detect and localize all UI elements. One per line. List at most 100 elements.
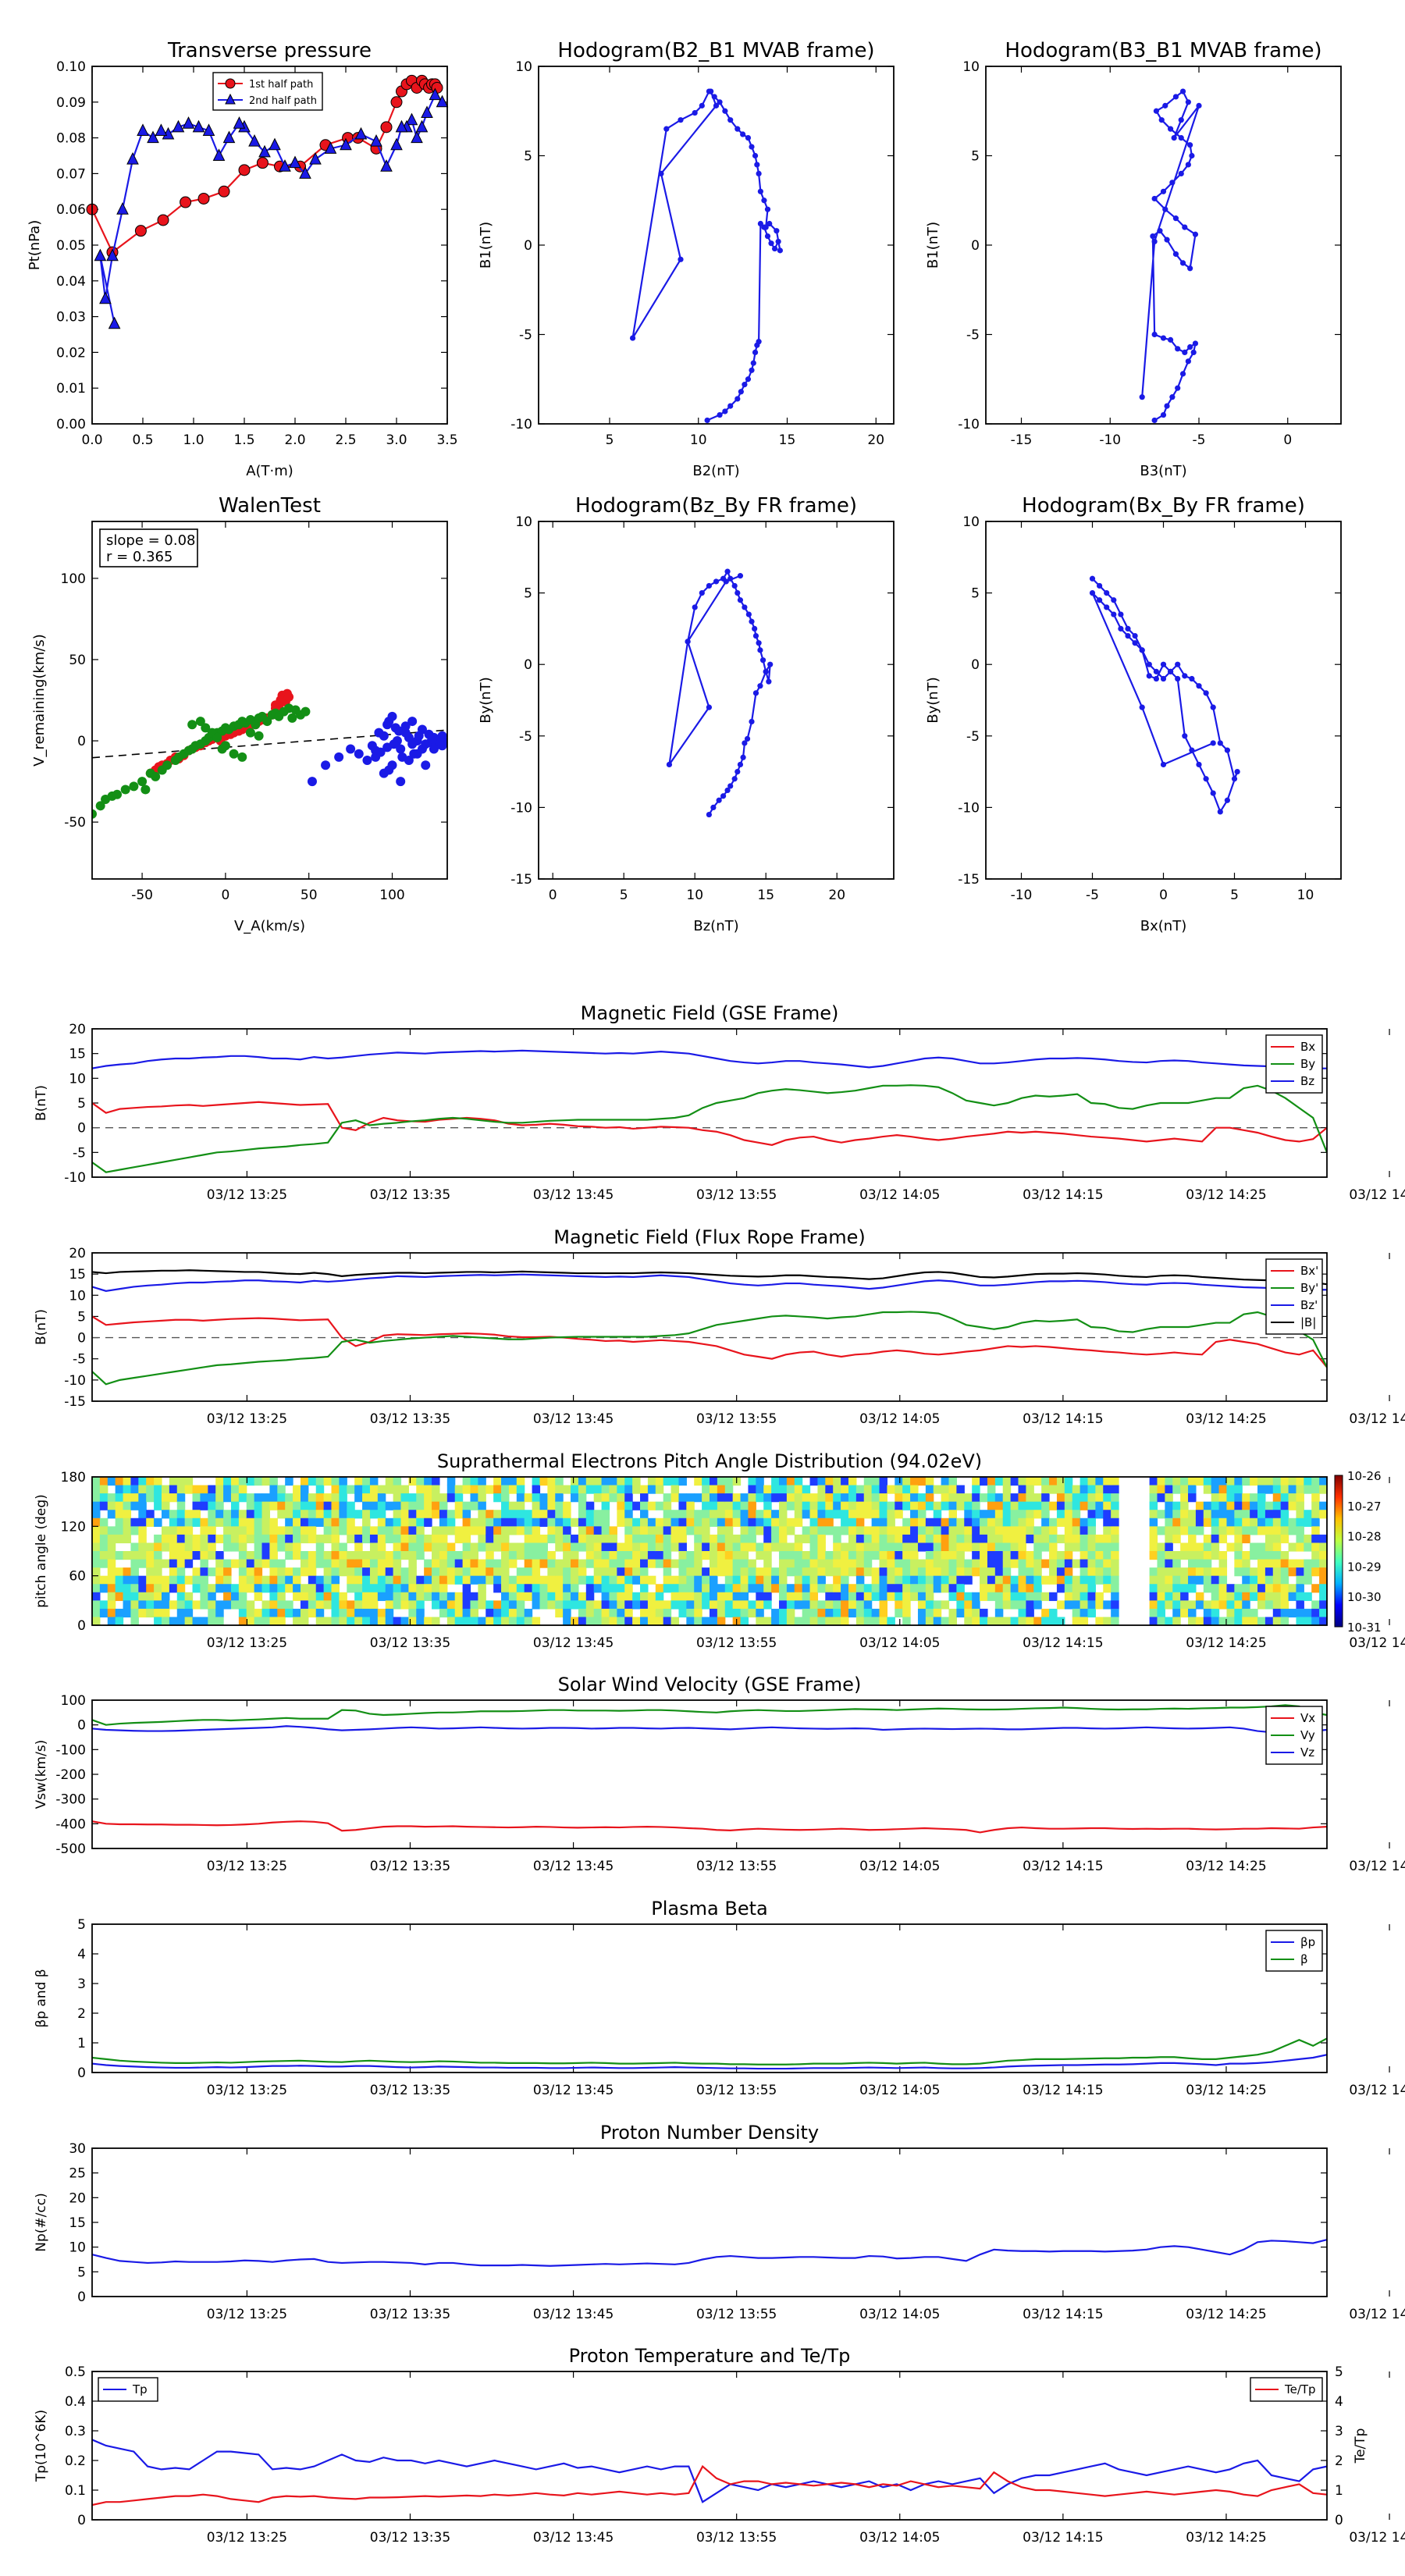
heatmap-cell — [285, 1510, 293, 1519]
data-point — [716, 797, 722, 803]
heatmap-cell — [115, 1501, 124, 1510]
heatmap-cell — [1087, 1517, 1096, 1527]
heatmap-cell — [200, 1559, 208, 1568]
time-tick-label: 03/12 14:35 — [1349, 1859, 1405, 1874]
time-tick-label: 03/12 13:25 — [207, 2307, 287, 2322]
legend-label: |B| — [1300, 1315, 1316, 1329]
heatmap-cell — [987, 1559, 996, 1568]
heatmap-cell — [400, 1517, 409, 1527]
chart-title: Hodogram(B2_B1 MVAB frame) — [557, 39, 874, 62]
data-point — [731, 776, 738, 782]
heatmap-cell — [238, 1534, 247, 1544]
heatmap-cell — [208, 1526, 216, 1535]
heatmap-cell — [871, 1510, 880, 1519]
data-point — [157, 214, 169, 226]
heatmap-cell — [1072, 1617, 1081, 1626]
heatmap-cell — [432, 1559, 440, 1568]
heatmap-cell — [1203, 1559, 1212, 1568]
heatmap-cell — [254, 1559, 263, 1568]
heatmap-cell — [678, 1542, 687, 1552]
heatmap-cell — [717, 1493, 726, 1503]
heatmap-cell — [362, 1485, 371, 1494]
heatmap-cell — [593, 1477, 603, 1486]
heatmap-cell — [902, 1567, 911, 1577]
heatmap-cell — [1172, 1501, 1181, 1510]
heatmap-cell — [794, 1600, 803, 1610]
heatmap-cell — [763, 1567, 772, 1577]
heatmap-cell — [1049, 1608, 1058, 1618]
data-point — [1172, 215, 1179, 222]
heatmap-cell — [331, 1485, 340, 1494]
heatmap-cell — [1002, 1517, 1012, 1527]
heatmap-cell — [385, 1551, 394, 1560]
heatmap-cell — [1087, 1608, 1096, 1618]
heatmap-cell — [1149, 1600, 1158, 1610]
heatmap-cell — [994, 1608, 1004, 1618]
heatmap-cell — [547, 1584, 556, 1593]
heatmap-cell — [432, 1575, 440, 1585]
heatmap-cell — [694, 1493, 702, 1503]
heatmap-cell — [617, 1575, 625, 1585]
heatmap-cell — [647, 1517, 656, 1527]
data-point — [1146, 673, 1152, 679]
heatmap-cell — [895, 1551, 903, 1560]
heatmap-cell — [640, 1567, 649, 1577]
heatmap-cell — [1288, 1526, 1297, 1535]
heatmap-cell — [1195, 1567, 1204, 1577]
heatmap-cell — [887, 1542, 895, 1552]
heatmap-cell — [1188, 1617, 1197, 1626]
heatmap-cell — [408, 1534, 417, 1544]
heatmap-cell — [377, 1485, 386, 1494]
heatmap-cell — [107, 1551, 116, 1560]
heatmap-cell — [632, 1485, 641, 1494]
heatmap-cell — [223, 1600, 232, 1610]
heatmap-cell — [416, 1608, 425, 1618]
heatmap-cell — [238, 1526, 247, 1535]
heatmap-cell — [1172, 1510, 1181, 1519]
heatmap-cell — [315, 1501, 325, 1510]
heatmap-cell — [987, 1542, 996, 1552]
heatmap-cell — [617, 1592, 625, 1601]
data-point — [1175, 675, 1181, 682]
heatmap-cell — [1272, 1485, 1282, 1494]
heatmap-cell — [323, 1600, 333, 1610]
heatmap-cell — [740, 1584, 749, 1593]
heatmap-cell — [833, 1526, 841, 1535]
heatmap-cell — [524, 1592, 533, 1601]
data-point — [763, 668, 769, 674]
y-axis-label: pitch angle (deg) — [34, 1494, 49, 1608]
heatmap-cell — [694, 1526, 702, 1535]
heatmap-cell — [686, 1600, 695, 1610]
heatmap-cell — [285, 1526, 293, 1535]
heatmap-cell — [933, 1608, 942, 1618]
data-point — [678, 117, 684, 123]
heatmap-cell — [786, 1477, 795, 1486]
heatmap-cell — [192, 1501, 201, 1510]
heatmap-cell — [994, 1600, 1004, 1610]
heatmap-cell — [439, 1592, 448, 1601]
heatmap-cell — [1033, 1617, 1042, 1626]
heatmap-cell — [285, 1477, 293, 1486]
heatmap-cell — [948, 1526, 957, 1535]
heatmap-cell — [1264, 1534, 1274, 1544]
heatmap-cell — [462, 1551, 471, 1560]
heatmap-cell — [323, 1510, 333, 1519]
heatmap-cell — [238, 1584, 247, 1593]
heatmap-cell — [331, 1477, 340, 1486]
heatmap-cell — [1311, 1542, 1320, 1552]
heatmap-cell — [339, 1608, 347, 1618]
time-tick-label: 03/12 14:05 — [859, 2530, 940, 2546]
time-tick-label: 03/12 13:45 — [533, 1859, 614, 1874]
heatmap-cell — [1165, 1567, 1173, 1577]
heatmap-cell — [1041, 1485, 1050, 1494]
heatmap-cell — [501, 1567, 510, 1577]
heatmap-cell — [902, 1501, 911, 1510]
data-point — [1111, 597, 1117, 603]
heatmap-cell — [710, 1485, 718, 1494]
heatmap-cell — [833, 1584, 841, 1593]
y-tick-label: -300 — [55, 1792, 86, 1808]
heatmap-cell — [161, 1485, 170, 1494]
heatmap-cell — [200, 1526, 208, 1535]
heatmap-cell — [817, 1485, 826, 1494]
heatmap-cell — [841, 1551, 849, 1560]
